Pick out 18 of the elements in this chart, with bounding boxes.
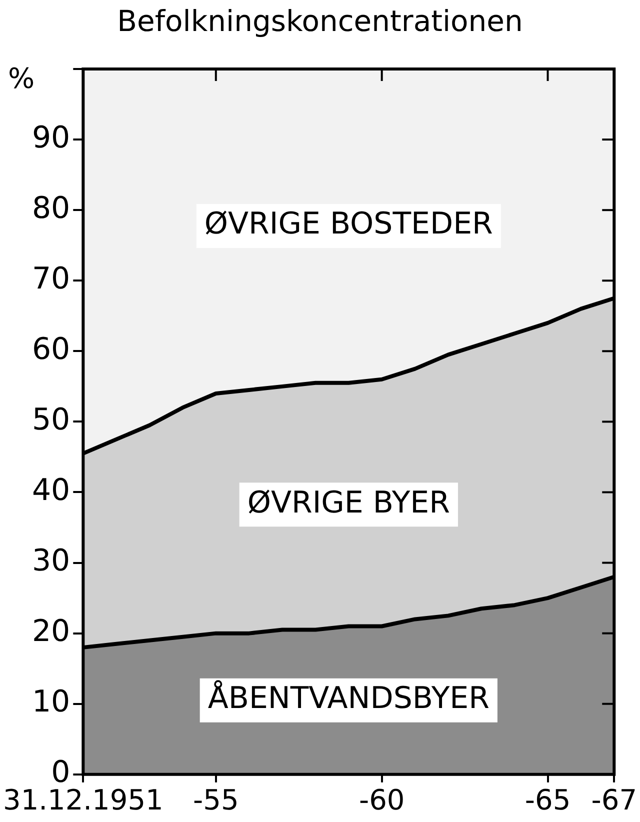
- y-tick-label: 10: [32, 684, 70, 720]
- y-tick-label: 80: [32, 190, 70, 226]
- series-label: ØVRIGE BYER: [247, 485, 450, 520]
- y-tick-label: 30: [32, 544, 70, 579]
- x-tick-label: -67: [591, 783, 637, 816]
- y-tick-label: 50: [32, 402, 70, 438]
- x-tick-label: -60: [358, 783, 405, 816]
- y-tick-label: 90: [32, 120, 70, 156]
- x-tick-label: -55: [193, 783, 239, 816]
- series-label: ØVRIGE BOSTEDER: [204, 206, 493, 242]
- x-tick-label: -65: [524, 783, 571, 816]
- y-tick-label: 20: [32, 614, 70, 650]
- y-tick-label: 60: [32, 332, 70, 367]
- y-tick-label: 70: [32, 261, 70, 296]
- series-label: ÅBENTVANDSBYER: [208, 680, 490, 716]
- y-axis-title: %: [8, 62, 35, 95]
- chart-title: Befolkningskoncentrationen: [116, 4, 524, 38]
- y-tick-label: 40: [32, 473, 70, 508]
